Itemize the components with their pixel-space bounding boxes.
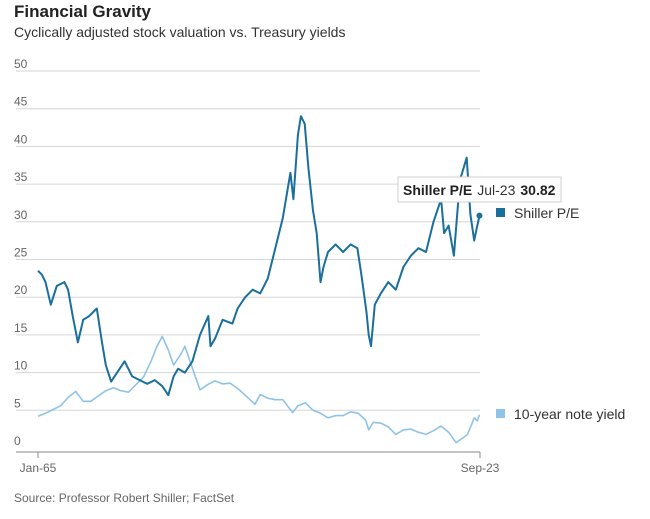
legend-swatch-shiller-pe	[496, 208, 505, 217]
x-axis: Jan-65 Sep-23	[16, 451, 500, 475]
tooltip: Shiller P/E Jul-23 30.82	[397, 176, 562, 203]
tooltip-date: Jul-23	[477, 182, 515, 198]
y-tick-label-25: 25	[14, 246, 28, 260]
source-note: Source: Professor Robert Shiller; FactSe…	[14, 491, 235, 505]
y-tick-label-30: 30	[14, 208, 28, 222]
series-line-10-year-note-yield	[37, 335, 481, 444]
y-tick-label-10: 10	[14, 359, 28, 373]
series-endpoints	[476, 212, 483, 219]
y-tick-label-20: 20	[14, 283, 28, 297]
y-tick-label-35: 35	[14, 170, 28, 184]
tooltip-value: 30.82	[520, 182, 555, 198]
series-line-shiller-pe	[37, 115, 481, 397]
y-tick-label-50: 50	[14, 57, 28, 71]
grid-lines	[16, 70, 480, 411]
y-tick-label-40: 40	[14, 132, 28, 146]
legend-swatch-10-year-note-yield	[496, 409, 505, 418]
legend-label-10-year-note-yield: 10-year note yield	[514, 406, 625, 422]
y-tick-label-15: 15	[14, 321, 28, 335]
legend-label-shiller-pe: Shiller P/E	[514, 205, 579, 221]
chart-title: Financial Gravity	[14, 2, 151, 21]
tooltip-series: Shiller P/E	[403, 182, 472, 198]
legend: Shiller P/E 10-year note yield	[496, 205, 625, 422]
y-axis-ticks: 0 5 10 15 20 25 30 35 40 45 50	[14, 57, 28, 448]
series-lines	[37, 115, 481, 444]
y-tick-label-45: 45	[14, 95, 28, 109]
endpoint-shiller-pe	[476, 212, 483, 219]
chart-subtitle: Cyclically adjusted stock valuation vs. …	[14, 24, 346, 40]
y-tick-label-5: 5	[14, 396, 21, 410]
y-tick-label-0: 0	[14, 434, 21, 448]
x-tick-label-jan-65: Jan-65	[20, 461, 57, 475]
tooltip-text: Shiller P/E Jul-23 30.82	[403, 182, 556, 198]
tooltip-box	[397, 176, 562, 203]
x-tick-label-sep-23: Sep-23	[461, 461, 500, 475]
